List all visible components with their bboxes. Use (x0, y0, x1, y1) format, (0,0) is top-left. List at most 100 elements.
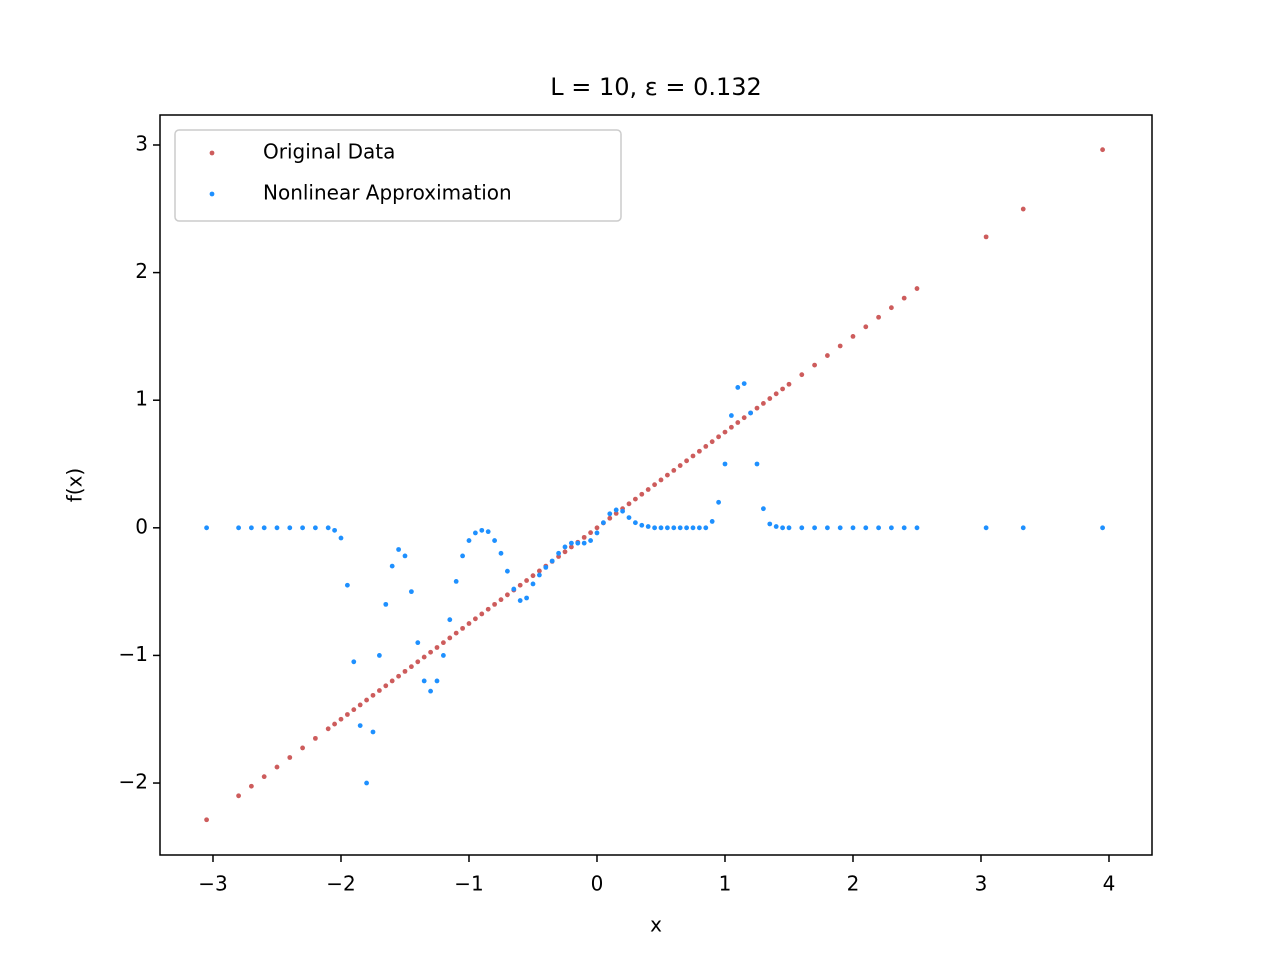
point (671, 525, 677, 531)
x-tick-label: −3 (198, 872, 227, 896)
point (261, 525, 267, 531)
point (325, 525, 331, 531)
point (760, 400, 766, 406)
point (588, 530, 593, 536)
point (607, 511, 613, 517)
point (261, 774, 267, 780)
point (287, 525, 293, 531)
point (300, 745, 305, 751)
point (645, 487, 651, 492)
point (562, 544, 568, 550)
point (351, 707, 357, 713)
point (492, 538, 497, 543)
point (741, 415, 747, 421)
point (748, 410, 753, 416)
point (652, 525, 657, 531)
point (332, 721, 337, 727)
point (639, 522, 645, 528)
point (671, 467, 677, 473)
point (415, 640, 421, 646)
point (511, 586, 517, 592)
point (696, 448, 702, 454)
point (575, 540, 581, 546)
point (677, 463, 683, 468)
point (344, 582, 350, 588)
x-tick-label: −1 (454, 872, 483, 896)
point (863, 324, 869, 330)
point (396, 673, 401, 679)
point (517, 582, 523, 588)
point (703, 525, 709, 531)
point (236, 525, 241, 531)
point (389, 563, 395, 569)
point (549, 558, 555, 564)
y-tick-label: 2 (135, 259, 148, 283)
point (530, 573, 536, 579)
point (690, 525, 696, 531)
point (428, 649, 433, 655)
y-tick-label: 1 (135, 387, 148, 411)
point (236, 793, 241, 799)
point (504, 592, 510, 598)
point (767, 396, 773, 401)
point (485, 529, 491, 535)
y-tick-label: 3 (135, 131, 148, 155)
point (357, 702, 363, 708)
point (312, 735, 318, 741)
point (447, 635, 453, 641)
point (901, 295, 907, 301)
y-tick-label: −2 (119, 770, 148, 794)
point (498, 597, 504, 603)
point (479, 527, 485, 533)
point (716, 434, 721, 440)
point (1020, 206, 1026, 212)
point (351, 659, 357, 665)
point (357, 723, 363, 729)
point (850, 525, 856, 531)
point (824, 353, 830, 358)
point (812, 362, 817, 368)
point (773, 391, 779, 397)
point (709, 519, 715, 524)
point (600, 520, 606, 526)
point (530, 581, 536, 587)
point (396, 547, 401, 552)
point (383, 683, 389, 689)
legend-label: Nonlinear Approximation (263, 181, 512, 205)
x-tick-label: 0 (591, 872, 604, 896)
point (325, 726, 331, 732)
point (588, 538, 593, 543)
point (568, 540, 574, 546)
point (799, 525, 805, 531)
point (287, 755, 293, 760)
point (472, 530, 478, 536)
point (376, 653, 382, 658)
point (632, 520, 638, 526)
point (914, 525, 920, 531)
point (248, 525, 254, 531)
point (626, 501, 632, 507)
point (274, 525, 280, 531)
point (248, 783, 254, 789)
x-tick-label: 2 (847, 872, 860, 896)
point (613, 507, 619, 513)
point (517, 598, 523, 603)
x-axis-label: x (650, 913, 662, 937)
point (607, 515, 613, 521)
point (824, 525, 830, 531)
point (453, 630, 459, 636)
point (504, 568, 510, 574)
y-tick-label: −1 (119, 642, 148, 666)
point (786, 525, 792, 531)
point (364, 697, 369, 703)
point (594, 525, 600, 531)
point (837, 525, 843, 531)
point (722, 429, 728, 435)
point (850, 334, 856, 339)
point (754, 405, 760, 411)
legend-box (174, 129, 622, 222)
point (524, 578, 529, 583)
point (983, 234, 989, 240)
point (581, 540, 587, 546)
